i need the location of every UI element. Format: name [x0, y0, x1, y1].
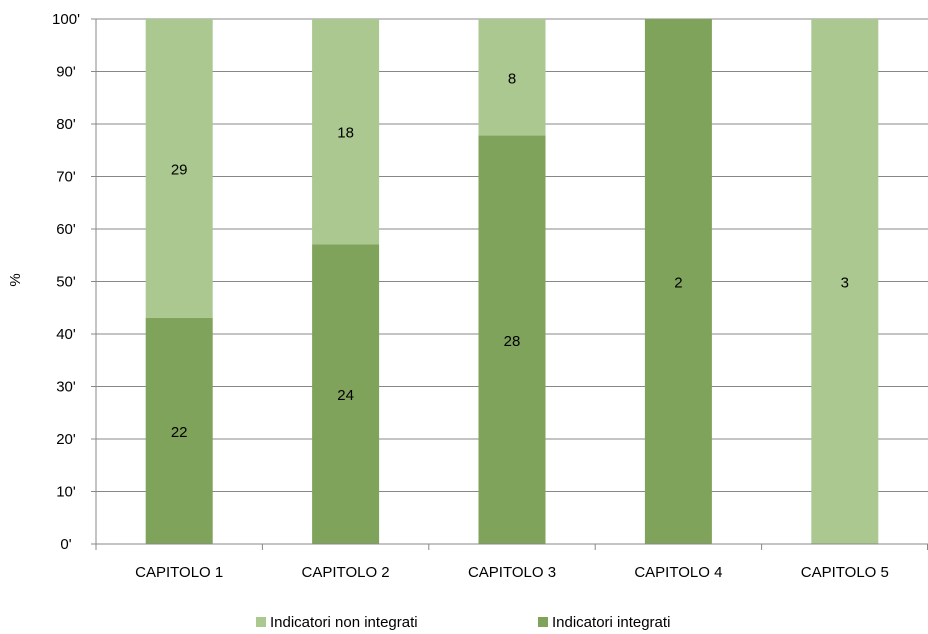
bar-segment-non-integrati	[312, 19, 380, 245]
y-axis-title: %	[7, 273, 24, 286]
y-tick-label: 70'	[56, 169, 76, 186]
y-tick-label: 60'	[56, 221, 76, 238]
bar-data-label: 22	[171, 424, 188, 441]
y-tick-label: 80'	[56, 116, 76, 133]
x-category-label: CAPITOLO 1	[135, 564, 223, 581]
x-category-label: CAPITOLO 2	[302, 564, 390, 581]
bar-segment-non-integrati	[478, 19, 546, 136]
bar-data-label: 18	[337, 125, 354, 142]
y-tick-label: 30'	[56, 379, 76, 396]
x-category-label: CAPITOLO 4	[634, 564, 722, 581]
bar-data-label: 3	[841, 275, 849, 292]
legend-swatch	[256, 617, 266, 627]
axes: 0' 10' 20' 30' 40' 50' 60' 70' 80' 90' 100' CAPITOL…	[52, 11, 928, 581]
bar-data-label: 28	[504, 333, 521, 350]
x-category-label: CAPITOLO 3	[468, 564, 556, 581]
y-tick-label: 90'	[56, 64, 76, 81]
legend-swatch	[538, 617, 548, 627]
bar-data-label: 8	[508, 70, 516, 87]
legend-label: Indicatori non integrati	[270, 614, 418, 631]
bar-data-label: 2	[674, 275, 682, 292]
bar-segment-integrati	[145, 317, 213, 544]
bar-segment-integrati	[644, 19, 712, 544]
legend: Indicatori non integrati Indicatori integ…	[256, 614, 670, 631]
y-tick-label: 40'	[56, 326, 76, 343]
data-labels: 22 29 24 18 28 8 2 3	[171, 70, 849, 441]
bar-segment-non-integrati	[811, 19, 879, 544]
y-tick-label: 0'	[60, 536, 71, 553]
y-tick-label: 50'	[56, 274, 76, 291]
bar-data-label: 24	[337, 387, 354, 404]
bar-segment-integrati	[478, 135, 546, 545]
bars	[145, 19, 879, 545]
y-tick-label: 10'	[56, 484, 76, 501]
legend-label: Indicatori integrati	[552, 614, 670, 631]
bar-segment-integrati	[312, 244, 380, 544]
bar-data-label: 29	[171, 161, 188, 178]
y-tick-label: 100'	[52, 11, 80, 28]
x-category-label: CAPITOLO 5	[801, 564, 889, 581]
bar-segment-non-integrati	[145, 19, 213, 318]
y-tick-label: 20'	[56, 431, 76, 448]
